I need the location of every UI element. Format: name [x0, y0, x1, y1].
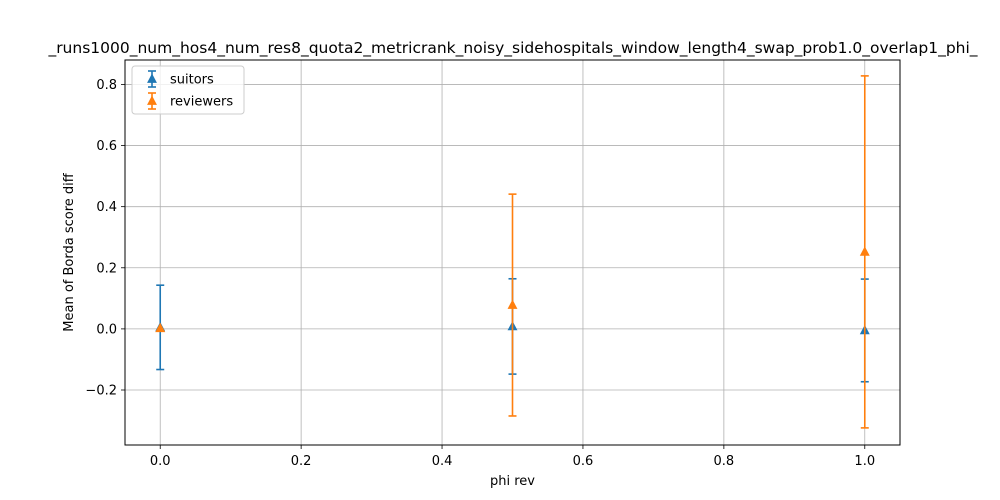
data-point [859, 246, 870, 256]
data-point [155, 322, 166, 333]
y-tick-label: 0.6 [96, 139, 117, 154]
x-tick-label: 1.0 [854, 454, 875, 469]
y-tick-label: 0.8 [96, 78, 117, 93]
legend-label: reviewers [170, 95, 233, 110]
plot-area [124, 59, 901, 446]
legend-marker [147, 95, 157, 105]
data-point [507, 299, 518, 309]
y-tick-label: 0.2 [96, 261, 117, 276]
y-tick-label: −0.2 [85, 384, 117, 399]
x-axis-label: phi rev [490, 474, 535, 489]
chart-title: _runs1000_num_hos4_num_res8_quota2_metri… [47, 39, 977, 58]
y-tick-label: 0.0 [96, 322, 117, 337]
data-series [155, 75, 870, 429]
y-axis-label: Mean of Borda score diff [62, 172, 77, 331]
x-tick-label: 0.2 [291, 454, 312, 469]
x-tick-label: 0.4 [432, 454, 453, 469]
legend: suitors reviewers [131, 65, 245, 115]
series-reviewers [155, 75, 870, 429]
x-tick-label: 0.6 [573, 454, 594, 469]
legend-box [131, 65, 245, 115]
y-tick-label: 0.4 [96, 200, 117, 215]
axis-ticks: 0.0 0.2 0.4 0.6 0.8 1.0 −0.2 0.0 0.2 0.4 0.6 0.8 [85, 78, 875, 469]
legend-label: suitors [170, 73, 214, 88]
x-tick-label: 0.8 [714, 454, 735, 469]
x-tick-label: 0.0 [150, 454, 171, 469]
legend-marker [147, 73, 157, 83]
